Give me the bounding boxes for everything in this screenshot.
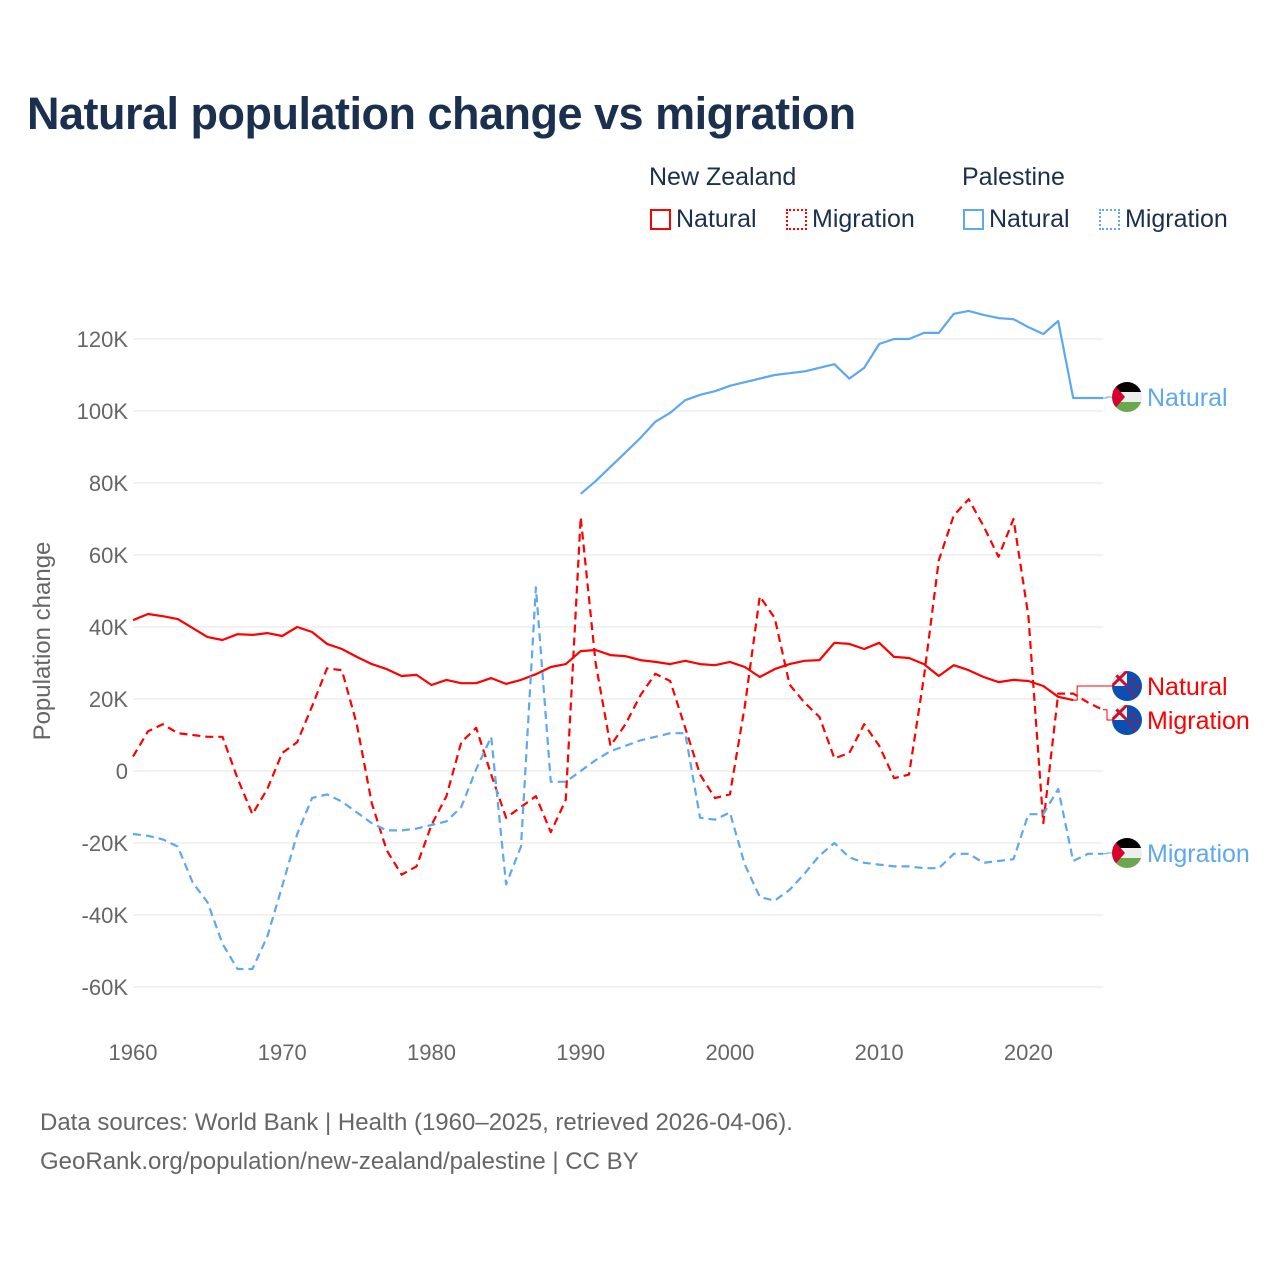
- label-leader-line: [1073, 685, 1112, 701]
- label-leader-line: [1103, 852, 1112, 855]
- series-line-palestine-migration: [132, 586, 1103, 971]
- x-tick-label: 1990: [556, 1040, 605, 1065]
- flag-triangle: [1112, 382, 1125, 412]
- flag-star: [1135, 685, 1139, 689]
- legend-swatch-solid: [963, 209, 984, 230]
- legend-item-nz-migration[interactable]: Migration: [786, 205, 915, 234]
- y-tick-label: 100K: [77, 399, 129, 424]
- label-leader-line: [1103, 396, 1112, 399]
- source-line-1: Data sources: World Bank | Health (1960–…: [40, 1109, 793, 1136]
- legend-group-palestine: Palestine: [962, 163, 1065, 191]
- series-end-label: Natural: [1147, 384, 1228, 412]
- flag-stripe-white: [1112, 848, 1142, 858]
- flag-star: [1128, 687, 1132, 691]
- series-line-new-zealand-migration: [132, 498, 1104, 876]
- legend-item-ps-migration[interactable]: Migration: [1099, 205, 1228, 234]
- legend-swatch-solid: [650, 209, 671, 230]
- flag-star: [1132, 727, 1136, 731]
- flag-star: [1131, 713, 1135, 717]
- legend-label: Natural: [989, 205, 1070, 233]
- y-tick-label: 20K: [89, 687, 128, 712]
- series-line-palestine-natural: [579, 309, 1103, 495]
- flag-stripe-green: [1112, 858, 1142, 868]
- flag-star: [1135, 719, 1139, 723]
- y-tick-label: 60K: [89, 543, 128, 568]
- legend-item-ps-natural[interactable]: Natural: [963, 205, 1070, 234]
- flag-star: [1131, 679, 1135, 683]
- chart-title: Natural population change vs migration: [27, 88, 856, 139]
- legend-swatch-dotted: [1099, 209, 1120, 230]
- flag: [1112, 838, 1142, 868]
- legend-label: Natural: [676, 205, 757, 233]
- y-tick-label: -20K: [82, 831, 129, 856]
- flag-stripe-black: [1112, 838, 1142, 848]
- y-tick-label: 0: [116, 759, 128, 784]
- legend-group-new-zealand: New Zealand: [649, 163, 797, 191]
- series-end-label: Migration: [1147, 707, 1250, 735]
- x-tick-label: 2000: [705, 1040, 754, 1065]
- y-tick-label: -40K: [82, 903, 129, 928]
- series-line-new-zealand-natural: [132, 612, 1074, 702]
- series-end-label: Natural: [1147, 673, 1228, 701]
- flag: [1112, 705, 1142, 735]
- y-tick-label: 80K: [89, 471, 128, 496]
- legend-item-nz-natural[interactable]: Natural: [650, 205, 757, 234]
- x-tick-label: 1960: [109, 1040, 158, 1065]
- x-tick-label: 1980: [407, 1040, 456, 1065]
- flag-stripe-white: [1112, 392, 1142, 402]
- new-zealand-flag-icon: [1112, 671, 1142, 701]
- legend-label: Migration: [1125, 205, 1228, 233]
- flag-star: [1132, 693, 1136, 697]
- flag: [1112, 382, 1142, 412]
- series-end-label: Migration: [1147, 840, 1250, 868]
- y-axis-label: Population change: [29, 542, 56, 741]
- flag-star: [1128, 721, 1132, 725]
- source-line-2[interactable]: GeoRank.org/population/new-zealand/pales…: [40, 1148, 639, 1175]
- flag-triangle: [1112, 838, 1125, 868]
- x-tick-label: 2020: [1004, 1040, 1053, 1065]
- y-tick-label: 40K: [89, 615, 128, 640]
- flag-stripe-green: [1112, 402, 1142, 412]
- y-tick-label: 120K: [77, 327, 129, 352]
- x-tick-label: 2010: [855, 1040, 904, 1065]
- x-tick-label: 1970: [258, 1040, 307, 1065]
- palestine-flag-icon: [1112, 382, 1142, 412]
- y-tick-label: -60K: [82, 975, 129, 1000]
- flag-stripe-black: [1112, 382, 1142, 392]
- legend-label: Migration: [812, 205, 915, 233]
- label-leader-line: [1103, 709, 1112, 721]
- flag: [1112, 671, 1142, 701]
- legend-swatch-dotted: [786, 209, 807, 230]
- palestine-flag-icon: [1112, 838, 1142, 868]
- new-zealand-flag-icon: [1112, 705, 1142, 735]
